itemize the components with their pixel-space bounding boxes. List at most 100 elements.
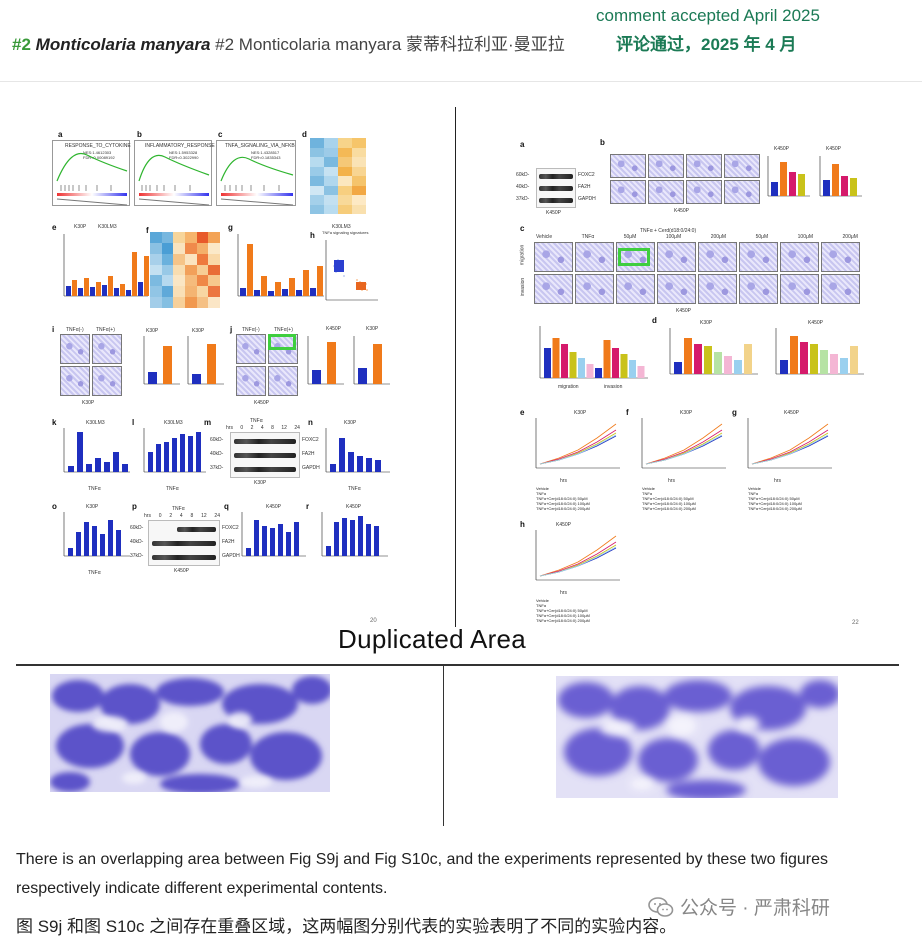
blot-size-40-p: 40kD- <box>130 539 144 545</box>
bar-mark <box>303 270 309 296</box>
r-bars-c <box>544 338 645 378</box>
r-xlabel-f: hrs <box>668 478 675 484</box>
bar-mark <box>120 284 125 296</box>
bar-mark <box>850 346 858 374</box>
gsea-stats-a: NES:1.4612303 FDR<0.00089192 <box>83 150 115 160</box>
bar-mark <box>126 290 131 296</box>
r-micrograph-c <box>616 274 655 304</box>
bar-mark <box>790 336 798 374</box>
r-micrograph-b-2 <box>648 154 684 178</box>
wechat-icon <box>648 896 674 917</box>
bar-mark <box>289 278 295 296</box>
bar-mark <box>296 290 302 296</box>
label-m-cell: K30P <box>254 480 267 486</box>
barchart-r <box>321 512 388 557</box>
bar-mark <box>780 360 788 374</box>
r-micrograph-b-3 <box>686 154 722 178</box>
hrs-value: 12 <box>201 513 207 519</box>
r-c-column: TNFα <box>581 234 595 240</box>
crop-divider <box>443 666 444 826</box>
label-m-tnfa: TNFα <box>250 418 263 424</box>
panel-letter-r: r <box>306 502 310 511</box>
micrograph-i-3 <box>60 366 90 396</box>
r-c-column: 100μM <box>797 234 814 240</box>
series-line <box>645 429 723 465</box>
gsea-plot-b: INFLAMMATORY_RESPONSE NES:1.5953328 FDR<… <box>134 140 215 206</box>
blot-size-37: 37kD- <box>210 465 224 471</box>
panel-letter-d: d <box>302 130 307 139</box>
r-micrograph-grid-c <box>534 242 860 304</box>
r-panel-letter-g: g <box>732 408 737 417</box>
hrs-row-p: hrs 0 2 4 8 12 24 <box>144 513 220 519</box>
series-line <box>539 423 617 465</box>
gsea-stats-c: NES:1.4328517 FDR<0.1835343 <box>251 150 281 160</box>
r-legend-item: Vehicle <box>536 486 549 491</box>
label-p-tnfa: TNFα <box>172 506 185 512</box>
panel-letter-o: o <box>52 502 57 511</box>
caption-chinese: 图 S9j 和图 S10c 之间存在重叠区域，这两幅图分别代表的实验表明了不同的… <box>16 917 677 936</box>
label-i-tnf-plus: TNFα(+) <box>96 327 115 333</box>
r-legend-item: TNFα+Cer(d18:0/24:0) 200μM <box>536 506 590 511</box>
gsea-title-a: RESPONSE_TO_CYTOKINE <box>65 143 131 149</box>
bar-mark <box>254 290 260 296</box>
figure-s9: a b c d RESPONSE_TO_CYTOKINE NES:1.46123… <box>40 128 390 628</box>
label-i-tnf-minus: TNFα(-) <box>66 327 84 333</box>
panel-letter-k: k <box>52 418 57 427</box>
xlabel-k: TNFα <box>88 486 101 492</box>
panel-letter-n: n <box>308 418 313 427</box>
bar-mark <box>820 350 828 374</box>
blot-size-37-p: 37kD- <box>130 553 144 559</box>
r-micrograph-b-5 <box>610 180 646 204</box>
micrograph-i-1 <box>60 334 90 364</box>
r-legend-item: TNFα+Cer(d18:0/24:0) 200μM <box>748 506 802 511</box>
bar-mark <box>96 282 101 296</box>
label-h-cell: K30LM3 <box>332 224 351 230</box>
bar-mark <box>375 460 381 472</box>
barchart-g <box>237 234 324 297</box>
r-title-h: K450P <box>556 522 572 528</box>
barchart-l <box>143 428 206 473</box>
r-bars-d2 <box>780 336 858 374</box>
bar-mark <box>704 346 712 374</box>
r-micrograph-b-6 <box>648 180 684 204</box>
bar-mark <box>578 358 585 378</box>
bar-mark <box>366 458 372 472</box>
panel-letter-h: h <box>310 231 315 240</box>
r-linechart-f <box>641 418 726 469</box>
bar-mark <box>76 532 81 556</box>
bar-mark <box>188 436 193 472</box>
r-legend-item: TNFα+Cer(d18:0/24:0) 50μM <box>748 496 800 501</box>
r-label-c-migration: migration <box>558 384 579 390</box>
r-barchart-d2 <box>775 328 864 375</box>
r-lines-e <box>539 423 617 465</box>
bar-mark <box>620 354 628 378</box>
blot-label-foxc2-p: FOXC2 <box>222 525 239 531</box>
r-legend-item: Vehicle <box>536 598 549 603</box>
hrs-value: 24 <box>214 513 220 519</box>
western-blot-m <box>230 432 300 478</box>
bar-mark <box>113 452 119 472</box>
bar-mark <box>637 366 645 378</box>
r-legend-item: TNFα <box>536 491 547 496</box>
bar-mark <box>90 287 95 296</box>
bar-mark <box>180 434 185 472</box>
r-linechart-e <box>535 418 620 469</box>
r-micrograph-c <box>780 242 819 272</box>
gsea-curve-c <box>220 156 294 206</box>
panel-letter-e: e <box>52 223 57 232</box>
bar-mark <box>68 548 73 556</box>
bar-mark <box>172 438 177 472</box>
label-j-chart1: K450P <box>326 326 342 332</box>
r-c-column: 50μM <box>623 234 637 240</box>
series-line <box>645 423 723 465</box>
r-lines-f <box>645 423 723 465</box>
r-micrograph-c <box>780 274 819 304</box>
bar-mark <box>348 452 354 472</box>
r-micrograph-b-7 <box>686 180 722 204</box>
bar-mark <box>317 266 323 296</box>
bar-mark <box>714 352 722 374</box>
highlight-box-s10c <box>618 248 650 266</box>
r-xlabel-g: hrs <box>774 478 781 484</box>
r-micrograph-c <box>534 242 573 272</box>
bar-mark <box>339 438 345 472</box>
